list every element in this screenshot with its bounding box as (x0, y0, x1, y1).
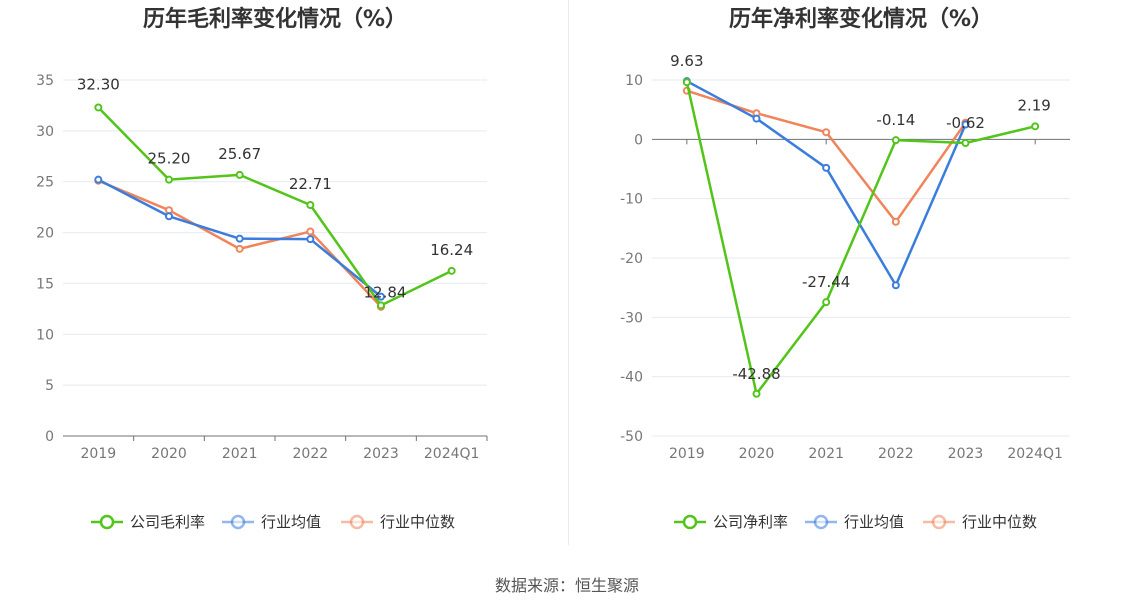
data-point (822, 298, 831, 307)
legend-label: 行业中位数 (962, 513, 1037, 531)
legend-marker (813, 514, 829, 530)
gross-margin-chart: 历年毛利率变化情况（%） 0 5 10 15 20 25 30 35 2019 2020 2021 20… (0, 0, 567, 560)
series-line (686, 89, 967, 224)
y-tick-label: 0 (634, 132, 643, 148)
y-tick-label: -10 (620, 192, 643, 208)
data-label: 25.67 (218, 145, 261, 163)
legend-marker (230, 514, 246, 530)
y-tick-label: 20 (36, 226, 54, 242)
data-label: 16.24 (430, 241, 473, 259)
y-tick-label: -30 (620, 310, 643, 326)
data-label: -42.88 (732, 365, 780, 383)
y-tick-label: 10 (625, 73, 643, 89)
y-tick-label: 15 (36, 276, 54, 292)
data-point (891, 281, 900, 290)
x-tick-label: 2023 (363, 446, 399, 462)
x-tick-label: 2019 (81, 446, 117, 462)
x-tick-label: 2021 (808, 446, 844, 462)
data-point (235, 234, 244, 243)
data-point (306, 201, 315, 210)
legend-label: 公司净利率 (713, 513, 788, 531)
y-tick-label: 30 (36, 124, 54, 140)
data-point (235, 170, 244, 179)
x-tick-label: 2020 (739, 446, 775, 462)
x-tick-label: 2021 (222, 446, 258, 462)
data-point (752, 389, 761, 398)
data-point (961, 120, 970, 129)
data-source: 数据来源：恒生聚源 (494, 576, 639, 595)
x-tick-label: 2024Q1 (1007, 446, 1063, 462)
data-point (306, 235, 315, 244)
y-tick-label: 35 (36, 73, 54, 89)
data-point (891, 136, 900, 145)
gross-margin-chart-svg: 历年毛利率变化情况（%） 0 5 10 15 20 25 30 35 2019 2020 2021 20… (36, 6, 488, 531)
data-point (752, 114, 761, 123)
x-tick-label: 2024Q1 (424, 446, 480, 462)
data-label: -0.14 (876, 111, 915, 129)
y-tick-label: -20 (620, 251, 643, 267)
series-line (97, 106, 453, 307)
data-point (822, 128, 831, 137)
data-point (165, 206, 173, 215)
data-point (165, 212, 173, 221)
data-point (1031, 122, 1040, 131)
x-tick-label: 2022 (878, 446, 914, 462)
data-point (377, 301, 385, 310)
data-label: 32.30 (77, 75, 120, 93)
y-tick-label: 10 (36, 327, 54, 343)
net-margin-chart: 历年净利率变化情况（%） -50 -40 -30 -20 -10 0 10 2019 2020 20… (567, 0, 1134, 560)
x-tick-label: 2019 (669, 446, 705, 462)
x-tick-label: 2023 (948, 446, 984, 462)
x-tick-label: 2020 (151, 446, 187, 462)
data-point (961, 139, 970, 148)
data-label: 2.19 (1017, 96, 1050, 114)
data-label: 22.71 (289, 175, 332, 193)
y-tick-label: 5 (45, 378, 54, 394)
legend-marker (99, 514, 115, 530)
legend-marker (682, 514, 698, 530)
data-point (94, 175, 103, 184)
data-point (165, 175, 173, 184)
legend-label: 行业均值 (844, 513, 904, 531)
series-line (685, 81, 1036, 396)
data-label: -27.44 (802, 273, 850, 291)
data-label: 25.20 (148, 150, 191, 168)
data-label: 9.63 (670, 52, 703, 70)
chart-title: 历年净利率变化情况（%） (729, 6, 993, 32)
chart-title: 历年毛利率变化情况（%） (143, 6, 407, 32)
panel-divider (568, 0, 569, 545)
y-tick-label: 25 (36, 175, 54, 191)
data-point (377, 292, 385, 301)
y-tick-label: 0 (45, 429, 54, 445)
data-point (94, 103, 103, 112)
data-point (447, 266, 456, 275)
data-point (891, 217, 900, 226)
data-point (822, 163, 831, 172)
net-margin-chart-svg: 历年净利率变化情况（%） -50 -40 -30 -20 -10 0 10 2019 2020 20… (620, 6, 1070, 531)
legend-marker (931, 514, 947, 530)
data-point (682, 78, 691, 87)
y-tick-label: -40 (620, 370, 643, 386)
data-label: 12.84 (364, 283, 407, 301)
legend-label: 行业均值 (261, 513, 321, 531)
data-label: -0.62 (946, 114, 985, 132)
legend-label: 公司毛利率 (130, 513, 205, 531)
y-tick-label: -50 (620, 429, 643, 445)
data-point (235, 244, 244, 253)
legend-label: 行业中位数 (380, 513, 455, 531)
data-point (306, 227, 315, 236)
legend-marker (349, 514, 365, 530)
x-tick-label: 2022 (293, 446, 329, 462)
